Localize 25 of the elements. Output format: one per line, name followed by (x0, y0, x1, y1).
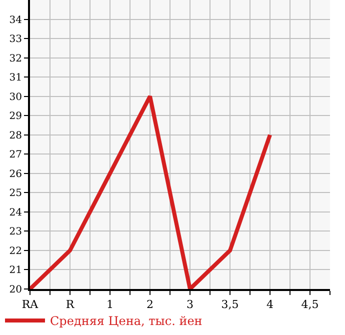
y-tick-label: 34 (9, 14, 22, 26)
x-tick-label: RA (22, 298, 40, 312)
x-tick-label: 4 (266, 298, 274, 312)
y-tick-label: 21 (9, 265, 22, 276)
y-tick-label: 25 (9, 188, 22, 200)
y-tick-label: 22 (9, 246, 22, 257)
x-tick-label: 1 (106, 298, 114, 312)
y-tick-label: 28 (9, 130, 22, 142)
y-tick-label: 30 (9, 92, 22, 103)
x-tick-label: 3,5 (221, 298, 239, 312)
x-tick-label: 3 (186, 298, 194, 312)
y-tick-label: 33 (9, 34, 22, 46)
y-tick-label: 23 (9, 226, 22, 238)
y-tick-label: 27 (9, 150, 22, 161)
y-tick-label: 29 (9, 111, 22, 122)
x-tick-label: 2 (146, 298, 154, 312)
y-tick-label: 32 (9, 53, 22, 64)
y-tick-label: 20 (9, 284, 22, 296)
x-tick-label: R (66, 298, 75, 312)
y-tick-label: 26 (9, 168, 22, 180)
y-tick-label: 24 (9, 207, 22, 218)
line-series (30, 94, 272, 289)
y-tick-label: 31 (9, 72, 22, 84)
x-tick-label: 4,5 (301, 298, 319, 312)
legend-label: Средняя Цена, тыс. йен (50, 314, 202, 328)
